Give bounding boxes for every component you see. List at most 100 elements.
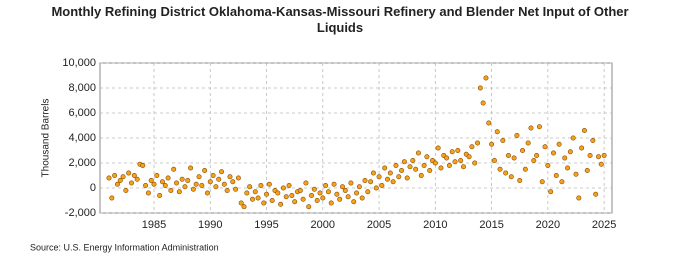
point: [505, 153, 511, 159]
point: [497, 166, 503, 172]
point: [227, 174, 233, 180]
point: [438, 165, 444, 171]
x-tick-label: 1985: [142, 219, 166, 231]
point: [140, 163, 146, 169]
point: [182, 184, 188, 190]
point: [576, 195, 582, 201]
point: [593, 191, 599, 197]
point: [199, 183, 205, 189]
point: [171, 166, 177, 172]
point: [297, 188, 303, 194]
plot-area: [99, 62, 613, 214]
point: [188, 165, 194, 171]
point: [556, 141, 562, 147]
point: [109, 195, 115, 201]
point: [249, 196, 255, 202]
point: [230, 179, 236, 185]
point: [449, 149, 455, 155]
point: [466, 154, 472, 160]
point: [539, 179, 545, 185]
point: [435, 145, 441, 151]
point: [368, 179, 374, 185]
point: [241, 204, 247, 210]
point: [283, 194, 289, 200]
point: [550, 150, 556, 156]
y-axis-label: Thousand Barrels: [41, 99, 52, 178]
point: [598, 161, 604, 167]
point: [154, 173, 160, 179]
point: [247, 184, 253, 190]
point: [424, 154, 430, 160]
y-tick-label: 4,000: [68, 132, 96, 144]
point: [193, 181, 199, 187]
point: [151, 181, 157, 187]
point: [210, 173, 216, 179]
point: [432, 160, 438, 166]
point: [553, 173, 559, 179]
point: [500, 138, 506, 144]
point: [314, 198, 320, 204]
point: [292, 199, 298, 205]
point: [309, 193, 315, 199]
point: [567, 149, 573, 155]
point: [382, 165, 388, 171]
point: [393, 163, 399, 169]
point: [126, 170, 132, 176]
x-tick-label: 2010: [423, 219, 447, 231]
point: [370, 170, 376, 176]
point: [475, 140, 481, 146]
point: [123, 188, 129, 194]
point: [562, 155, 568, 161]
x-tick-label: 2005: [367, 219, 391, 231]
point: [207, 179, 213, 185]
point: [221, 181, 227, 187]
point: [404, 175, 410, 181]
point: [345, 194, 351, 200]
point: [452, 159, 458, 165]
point: [157, 193, 163, 199]
point: [528, 125, 534, 131]
point: [317, 190, 323, 196]
point: [401, 159, 407, 165]
point: [581, 128, 587, 134]
y-tick-label: 6,000: [68, 107, 96, 119]
point: [238, 200, 244, 206]
point: [413, 166, 419, 172]
point: [542, 144, 548, 150]
point: [112, 173, 118, 179]
point: [331, 181, 337, 187]
point: [595, 154, 601, 160]
point: [480, 100, 486, 106]
point: [258, 183, 264, 189]
point: [545, 163, 551, 169]
point: [145, 190, 151, 196]
point: [415, 150, 421, 156]
chart-title: Monthly Refining District Oklahoma-Kansa…: [51, 4, 629, 35]
point: [131, 173, 137, 179]
point: [337, 196, 343, 202]
point: [387, 170, 393, 176]
point: [365, 189, 371, 195]
point: [303, 180, 309, 186]
point: [446, 163, 452, 169]
point: [185, 178, 191, 184]
point: [213, 184, 219, 190]
point: [233, 186, 239, 192]
point: [190, 186, 196, 192]
source: Source: U.S. Energy Information Administ…: [30, 242, 219, 252]
point: [587, 153, 593, 159]
point: [444, 155, 450, 161]
point: [359, 195, 365, 201]
point: [520, 148, 526, 154]
point: [342, 188, 348, 194]
x-tick-label: 2025: [592, 219, 616, 231]
point: [278, 201, 284, 207]
x-tick-label: 1995: [254, 219, 278, 231]
point: [373, 185, 379, 191]
point: [269, 198, 275, 204]
point: [421, 163, 427, 169]
point: [590, 138, 596, 144]
point: [159, 179, 165, 185]
